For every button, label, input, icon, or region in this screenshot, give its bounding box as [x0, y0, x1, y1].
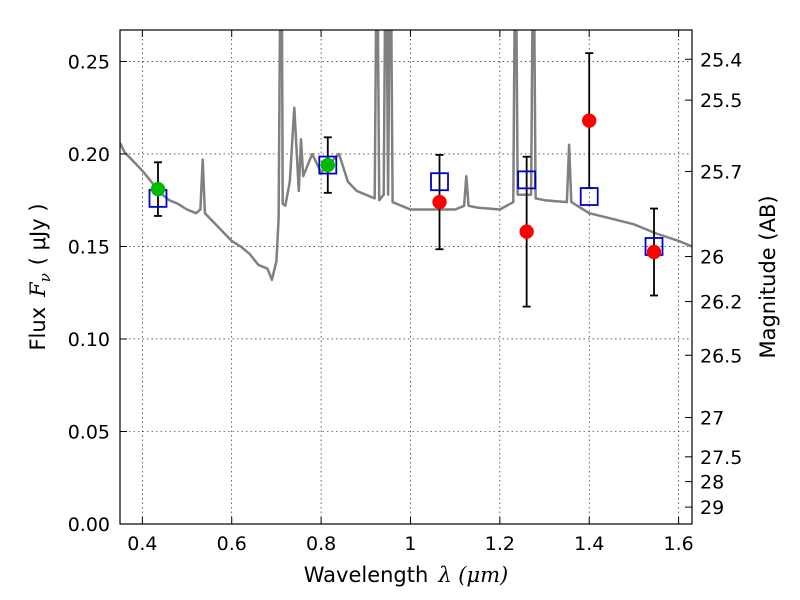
observed-circle-point: [646, 244, 662, 260]
x-tick-label: 1.6: [663, 533, 693, 555]
observed-circle-point: [581, 113, 597, 128]
x-tick-label: 1: [404, 533, 416, 555]
magnitude-axis-ticks: 25.4 25.5 25.7 26 26.2 26.5 27 27.5 28 29: [685, 49, 742, 519]
observed-circle-point: [432, 194, 447, 210]
magnitude-tick-label: 25.7: [700, 161, 742, 183]
y-tick-label: 0.20: [68, 144, 110, 166]
spectrum-layer: [120, 30, 692, 282]
y-tick-label: 0.10: [68, 329, 110, 351]
x-tick-label: 1.4: [574, 533, 604, 555]
plot-frame: [119, 29, 693, 525]
magnitude-tick-label: 26.5: [700, 345, 742, 367]
y-tick-label: 0.25: [68, 51, 110, 73]
x-tick-label: 0.8: [306, 533, 336, 555]
y-axis-label: FluxFν( μJy ): [26, 203, 54, 350]
magnitude-tick-label: 25.4: [700, 49, 742, 71]
y-axis-ticks: 0.00 0.05 0.10 0.15 0.20 0.25: [68, 51, 127, 536]
x-tick-label: 0.4: [127, 533, 157, 555]
magnitude-tick-label: 27.5: [700, 447, 742, 469]
observed-circle-point: [519, 224, 534, 239]
magnitude-tick-label: 25.5: [700, 90, 742, 112]
observed-circle-point: [320, 157, 336, 173]
spectrum-line: [120, 30, 692, 282]
marker-layer: [148, 113, 664, 260]
magnitude-tick-label: 26.2: [700, 292, 742, 314]
magnitude-tick-label: 29: [700, 497, 724, 519]
magnitude-axis-label: Magnitude (AB): [756, 195, 780, 358]
x-tick-label: 1.2: [485, 533, 515, 555]
x-tick-label: 0.6: [217, 533, 247, 555]
y-tick-label: 0.15: [68, 236, 110, 258]
magnitude-tick-label: 26: [700, 247, 724, 269]
x-axis-label: Wavelength λ (μm): [304, 563, 509, 587]
y-tick-label: 0.05: [68, 421, 110, 443]
y-tick-label: 0.00: [68, 514, 110, 536]
plot-area: [120, 30, 692, 524]
model-square-point: [517, 170, 537, 190]
model-square-point: [579, 187, 599, 206]
magnitude-tick-label: 27: [700, 408, 724, 430]
x-axis-ticks: 0.4 0.6 0.8 1 1.2 1.4 1.6: [127, 30, 694, 555]
observed-circle-point: [150, 181, 166, 197]
model-square-point: [318, 155, 338, 175]
model-square-point: [430, 172, 449, 192]
magnitude-tick-label: 28: [700, 472, 724, 494]
